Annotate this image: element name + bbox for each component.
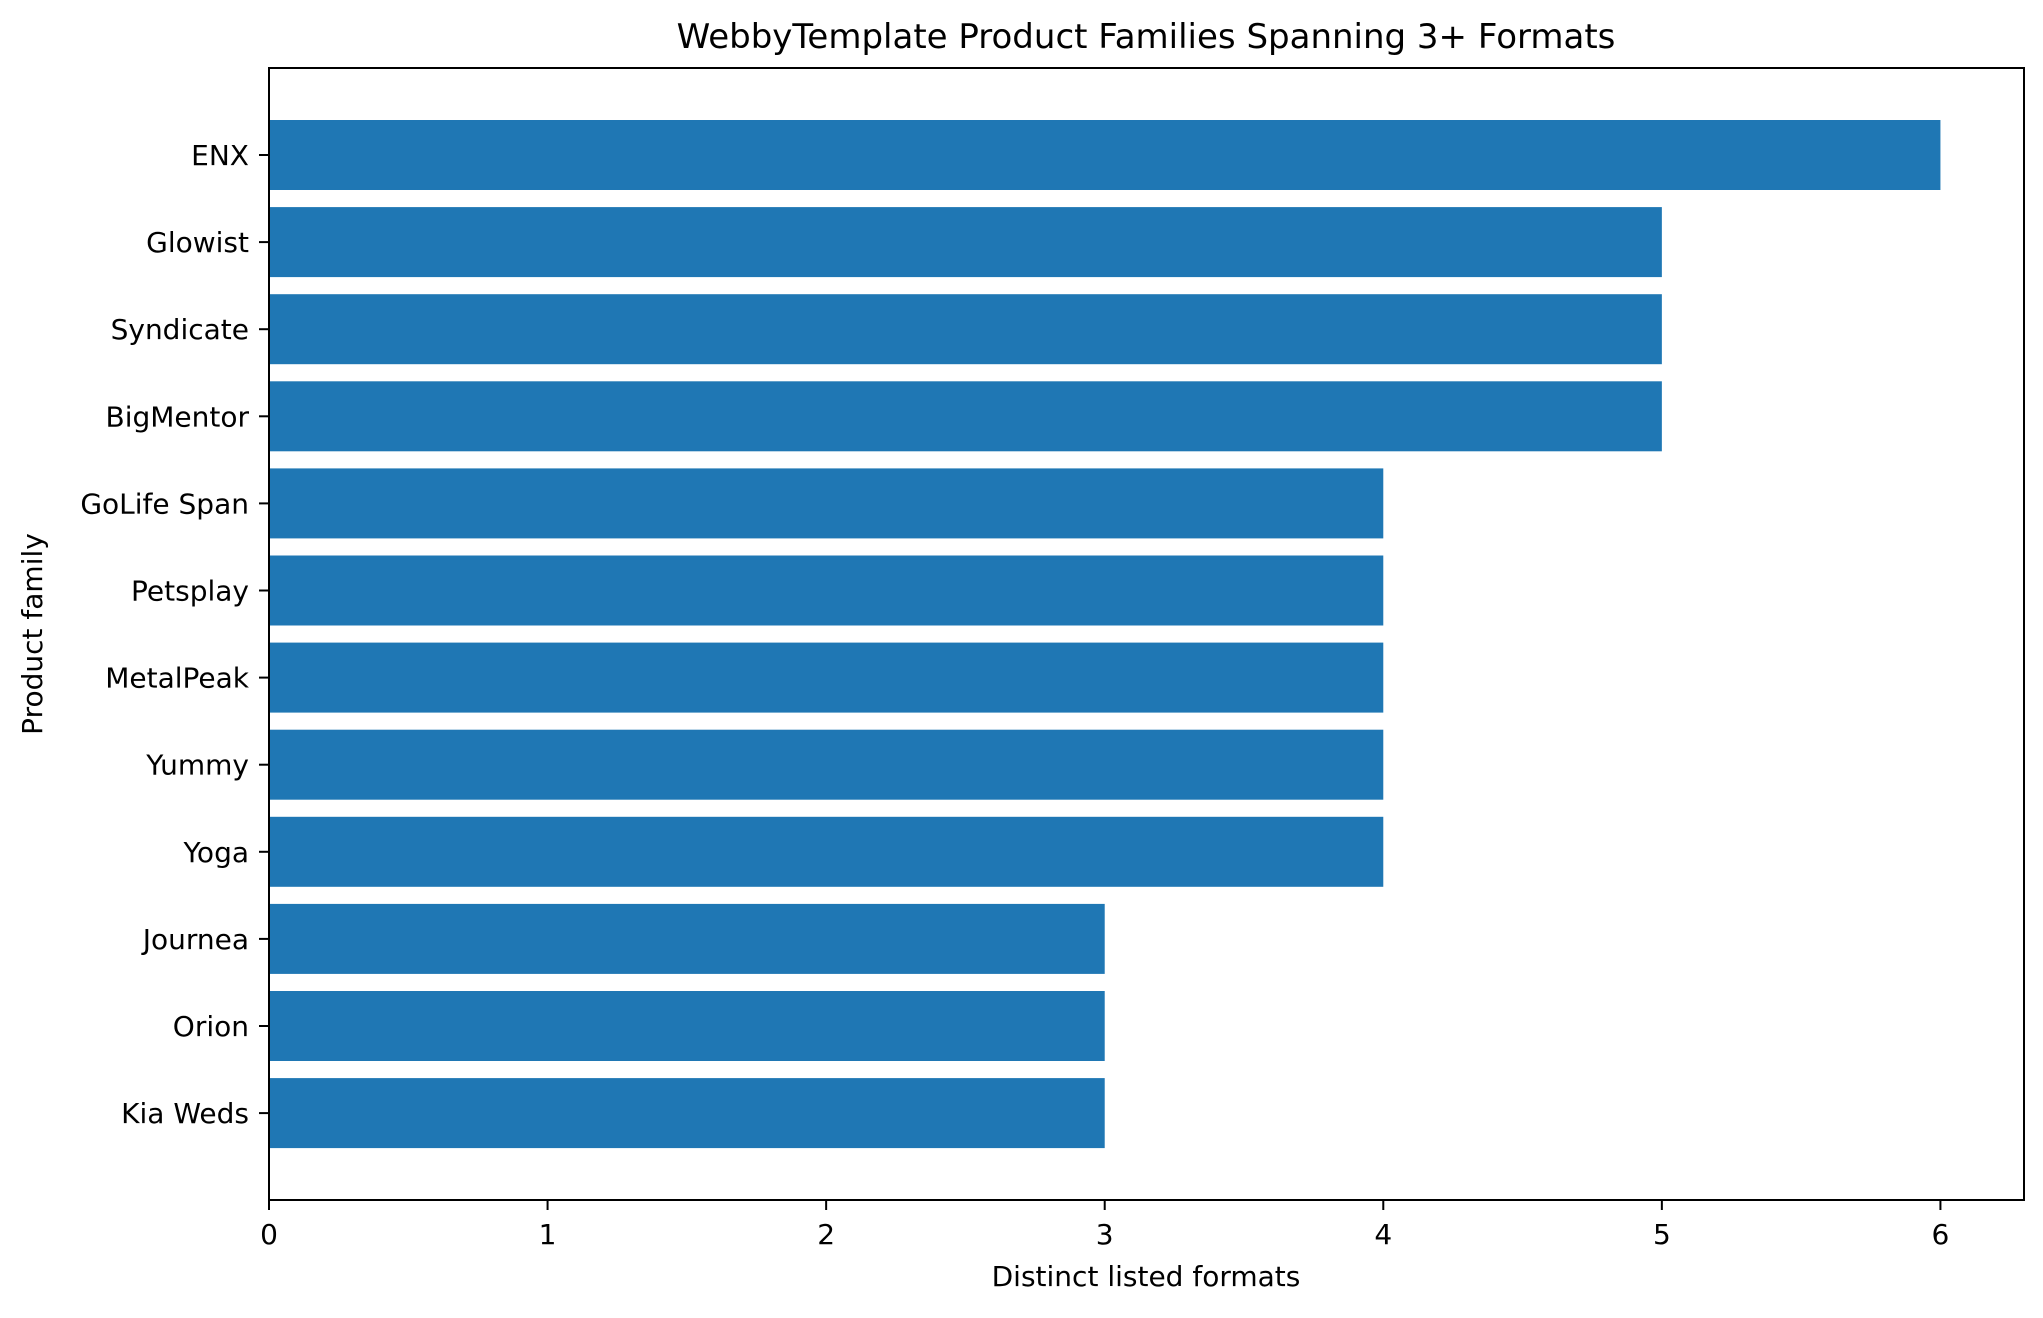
x-tick-label: 4 — [1374, 1218, 1392, 1251]
x-tick-label: 1 — [539, 1218, 557, 1251]
y-tick-label: Petsplay — [131, 575, 249, 608]
bar-bigmentor — [269, 381, 1662, 452]
bar-petsplay — [269, 555, 1384, 626]
bar-yoga — [269, 816, 1384, 887]
y-tick-label: Syndicate — [111, 313, 249, 346]
bar-glowist — [269, 207, 1662, 278]
y-tick-label: MetalPeak — [105, 662, 250, 695]
bar-orion — [269, 991, 1105, 1061]
bar-metalpeak — [269, 642, 1384, 713]
bar-syndicate — [269, 294, 1662, 365]
x-tick-label: 3 — [1096, 1218, 1114, 1251]
x-tick-label: 6 — [1932, 1218, 1950, 1251]
y-tick-label: Journea — [141, 923, 249, 956]
x-tick-label: 2 — [817, 1218, 835, 1251]
y-tick-label: BigMentor — [105, 400, 249, 433]
y-tick-label: Glowist — [146, 226, 249, 259]
y-axis: ENX Glowist Syndicate BigMentor GoLife Span P… — [80, 139, 269, 1130]
bar-journea — [269, 903, 1105, 974]
y-axis-label: Product family — [16, 533, 49, 735]
bars-group — [269, 120, 1941, 1149]
y-tick-label: Kia Weds — [121, 1097, 249, 1130]
x-tick-label: 5 — [1653, 1218, 1671, 1251]
y-tick-label: Yoga — [183, 836, 249, 869]
y-tick-label: ENX — [191, 139, 249, 172]
x-axis: 0 1 2 3 4 5 6 — [260, 1200, 1949, 1251]
plot-frame — [268, 67, 2025, 1201]
y-tick-label: Yummy — [145, 749, 249, 782]
y-tick-label: Orion — [173, 1010, 249, 1043]
x-axis-label: Distinct listed formats — [992, 1260, 1301, 1293]
bar-golife-span — [269, 468, 1384, 539]
bar-enx — [269, 120, 1941, 190]
bar-kia-weds — [269, 1078, 1105, 1149]
chart-title: WebbyTemplate Product Families Spanning … — [677, 17, 1616, 57]
bar-yummy — [269, 729, 1384, 800]
y-tick-label: GoLife Span — [80, 487, 249, 520]
x-tick-label: 0 — [260, 1218, 278, 1251]
